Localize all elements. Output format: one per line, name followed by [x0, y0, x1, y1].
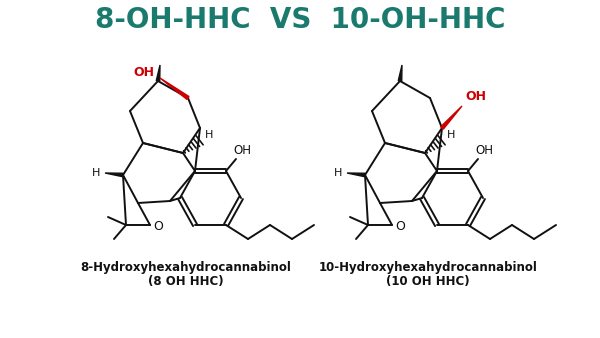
- Polygon shape: [441, 106, 462, 129]
- Text: OH: OH: [466, 90, 487, 102]
- Polygon shape: [347, 173, 365, 177]
- Text: OH: OH: [233, 145, 251, 158]
- Text: H: H: [447, 130, 455, 140]
- Text: H: H: [334, 168, 342, 178]
- Text: O: O: [395, 220, 405, 234]
- Polygon shape: [156, 65, 160, 81]
- Polygon shape: [105, 173, 123, 177]
- Text: 10-Hydroxyhexahydrocannabinol: 10-Hydroxyhexahydrocannabinol: [319, 262, 538, 274]
- Text: OH: OH: [133, 66, 155, 78]
- Text: 8-Hydroxyhexahydrocannabinol: 8-Hydroxyhexahydrocannabinol: [80, 262, 292, 274]
- Text: (10 OH HHC): (10 OH HHC): [386, 274, 470, 288]
- Text: H: H: [92, 168, 100, 178]
- Text: (8 OH HHC): (8 OH HHC): [148, 274, 224, 288]
- Polygon shape: [160, 78, 189, 99]
- Text: O: O: [153, 220, 163, 234]
- Text: OH: OH: [475, 145, 493, 158]
- Text: H: H: [205, 130, 213, 140]
- Polygon shape: [398, 65, 402, 81]
- Text: 8-OH-HHC  VS  10-OH-HHC: 8-OH-HHC VS 10-OH-HHC: [95, 6, 505, 34]
